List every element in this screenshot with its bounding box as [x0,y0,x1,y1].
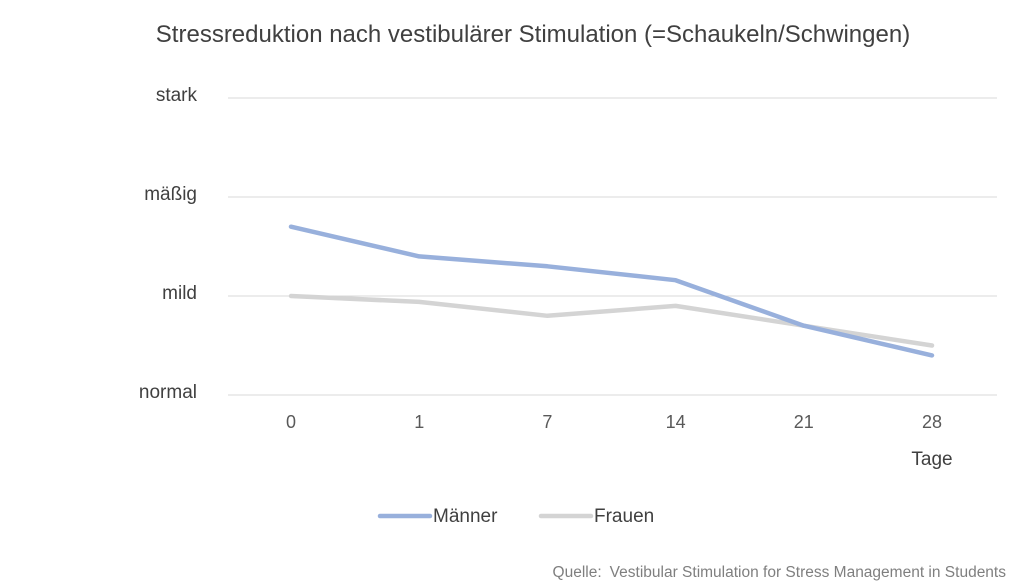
source-note: Quelle: Vestibular Stimulation for Stress… [553,564,1007,581]
legend-label: Männer [433,506,498,527]
x-axis-label: Tage [911,449,952,470]
x-tick-label: 7 [542,412,552,432]
gridlines [228,97,997,396]
source-text: Vestibular Stimulation for Stress Manage… [610,564,1007,581]
legend-item-maenner[interactable]: Männer [377,506,498,527]
source-label: Quelle: [553,564,602,581]
x-axis-ticks: 0 1 7 14 21 28 [286,412,942,432]
y-tick-label: mild [162,283,197,304]
x-tick-label: 1 [414,412,424,432]
chart-title: Stressreduktion nach vestibulärer Stimul… [156,21,910,48]
legend-item-frauen[interactable]: Frauen [538,506,654,527]
x-tick-label: 28 [922,412,942,432]
y-tick-label: mäßig [144,184,197,205]
y-tick-label: normal [139,382,197,403]
legend-label: Frauen [594,506,654,527]
y-tick-label: stark [156,85,198,106]
y-axis-ticks: normal mild mäßig stark [139,85,198,403]
x-tick-label: 0 [286,412,296,432]
legend: Männer Frauen [377,506,654,527]
x-tick-label: 21 [794,412,814,432]
series-lines [288,224,935,358]
x-tick-label: 14 [666,412,686,432]
series-line-frauen [288,293,935,348]
series-line-maenner [288,224,935,358]
